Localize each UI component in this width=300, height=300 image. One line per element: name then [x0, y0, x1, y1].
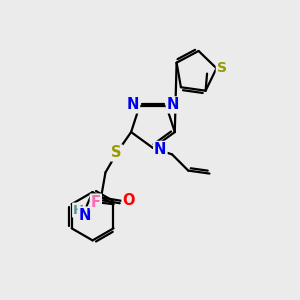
Text: F: F — [91, 195, 101, 210]
Text: O: O — [122, 194, 135, 208]
Text: N: N — [154, 142, 167, 157]
Text: S: S — [217, 61, 227, 75]
Text: H: H — [73, 204, 84, 217]
Text: N: N — [127, 98, 139, 112]
Text: S: S — [111, 146, 122, 160]
Text: N: N — [167, 98, 179, 112]
Text: N: N — [79, 208, 91, 223]
